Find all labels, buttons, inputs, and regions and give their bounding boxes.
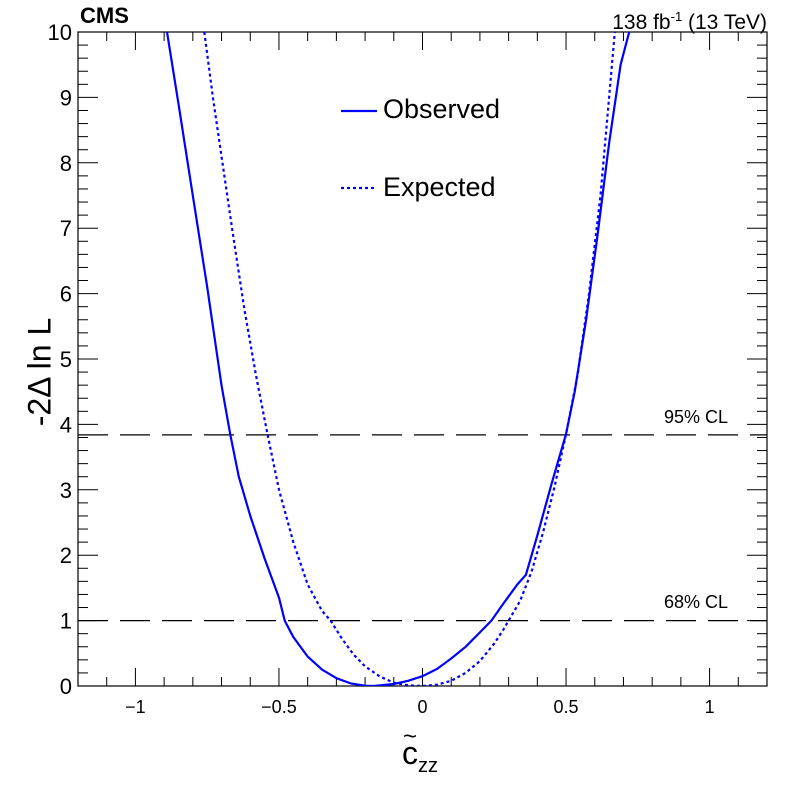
series-line-observed: [165, 32, 631, 686]
y-tick-label: 8: [60, 151, 72, 176]
legend-expected-label: Expected: [383, 172, 496, 202]
x-tick-label: 1: [705, 697, 715, 717]
energy-label: (13 TeV): [682, 11, 767, 34]
series-line-expected: [203, 32, 616, 686]
x-tick-label: −1: [125, 697, 146, 717]
cl95-label: 95% CL: [664, 407, 729, 427]
y-tick-label: 2: [60, 543, 72, 568]
reference-lines: [78, 434, 767, 622]
y-axis-label: -2Δ ln L: [21, 317, 58, 427]
x-axis-label-base: c: [402, 719, 418, 771]
luminosity-label: 138 fb-1 (13 TeV): [612, 4, 767, 36]
x-tick-label: 0: [417, 697, 427, 717]
y-tick-label: 5: [60, 347, 72, 372]
lumi-exponent: -1: [670, 9, 683, 24]
x-axis-label-subscript: zz: [418, 755, 438, 777]
cl68-label: 68% CL: [664, 592, 729, 612]
experiment-label: CMS: [80, 3, 129, 28]
legend-group: [341, 109, 377, 190]
x-axis-label: czz: [402, 719, 438, 784]
y-tick-label: 4: [60, 412, 72, 437]
plot-frame: [77, 31, 768, 687]
legend-observed-label: Observed: [383, 94, 501, 124]
y-tick-label: 7: [60, 216, 72, 241]
x-tick-label: −0.5: [261, 697, 297, 717]
y-tick-label: 10: [48, 20, 72, 45]
y-tick-label: 9: [60, 85, 72, 110]
y-tick-label: 0: [60, 674, 72, 699]
x-tick-label: 0.5: [554, 697, 579, 717]
y-tick-label: 1: [60, 609, 72, 634]
y-tick-label: 6: [60, 282, 72, 307]
lumi-value: 138 fb: [612, 11, 671, 34]
series-group: [165, 32, 631, 686]
y-tick-label: 3: [60, 478, 72, 503]
